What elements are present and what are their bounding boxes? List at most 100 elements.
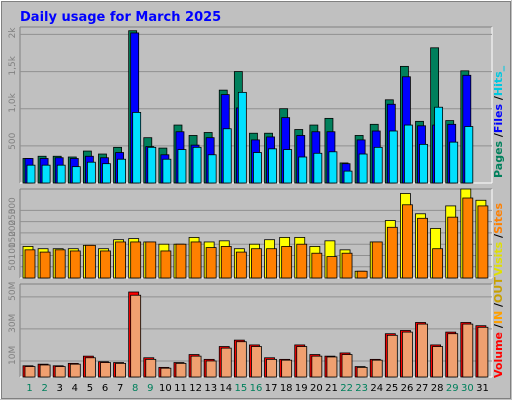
legend-sep1-bot: / bbox=[492, 323, 505, 332]
bar-in-day-15 bbox=[235, 341, 247, 378]
day-label-6: 6 bbox=[102, 383, 108, 394]
bar-hits-day-26 bbox=[404, 124, 413, 184]
bar-in-day-1 bbox=[24, 366, 36, 378]
bar-hits-day-15 bbox=[237, 91, 247, 184]
legend-pages: Pages bbox=[492, 140, 505, 178]
bar-hits-day-25 bbox=[388, 130, 398, 184]
legend-sep1: / bbox=[492, 132, 505, 141]
bar-in-day-21 bbox=[326, 356, 338, 378]
bar-hits-day-12 bbox=[192, 146, 202, 184]
y-tick-label: 30M bbox=[8, 314, 18, 333]
y-tick-label: 100 bbox=[8, 242, 18, 259]
bar-in-day-12 bbox=[190, 355, 202, 378]
bar-hits-day-5 bbox=[86, 161, 96, 184]
bar-sites-day-30 bbox=[462, 197, 474, 279]
bar-in-day-5 bbox=[84, 357, 96, 378]
bar-in-day-14 bbox=[220, 347, 232, 378]
bar-hits-day-20 bbox=[313, 152, 323, 184]
bar-hits-day-19 bbox=[298, 156, 308, 184]
bar-in-day-29 bbox=[447, 333, 459, 378]
day-label-19: 19 bbox=[295, 383, 308, 394]
bar-in-day-13 bbox=[205, 360, 217, 378]
day-label-15: 15 bbox=[235, 383, 248, 394]
bar-in-day-10 bbox=[160, 367, 172, 378]
bar-hits-day-22 bbox=[343, 170, 353, 184]
bar-in-day-26 bbox=[402, 331, 413, 378]
bar-hits-day-3 bbox=[56, 164, 66, 184]
day-label-5: 5 bbox=[87, 383, 93, 394]
day-label-26: 26 bbox=[401, 383, 414, 394]
legend-sep2-bot: / bbox=[492, 302, 505, 311]
y-tick-label: 1,0k bbox=[8, 92, 18, 112]
bar-in-day-4 bbox=[69, 363, 81, 378]
bar-hits-day-17 bbox=[268, 148, 277, 184]
day-label-24: 24 bbox=[370, 383, 383, 394]
bar-hits-day-23 bbox=[358, 153, 368, 184]
chart-border-dark bbox=[1, 1, 511, 399]
legend-top: Pages /Files /Hits_ bbox=[492, 65, 505, 178]
bar-hits-day-29 bbox=[449, 141, 459, 184]
bar-hits-day-13 bbox=[207, 154, 217, 184]
legend-out: OUT bbox=[492, 277, 505, 303]
bar-hits-day-27 bbox=[419, 143, 428, 184]
day-label-9: 9 bbox=[147, 383, 153, 394]
bar-in-day-19 bbox=[296, 346, 308, 378]
y-tick-label: 2k bbox=[8, 27, 18, 39]
bar-in-day-27 bbox=[417, 323, 428, 378]
panel-pages-files-hits: 500 1,0k 1,5k 2k bbox=[8, 26, 493, 184]
bar-hits-day-6 bbox=[102, 163, 111, 184]
day-label-13: 13 bbox=[204, 383, 217, 394]
bar-sites-day-5 bbox=[84, 244, 96, 279]
day-label-18: 18 bbox=[280, 383, 293, 394]
bar-sites-day-21 bbox=[326, 256, 338, 279]
bar-in-day-8 bbox=[130, 294, 142, 378]
bar-hits-day-11 bbox=[177, 149, 187, 184]
day-label-8: 8 bbox=[132, 383, 138, 394]
bar-sites-day-18 bbox=[281, 246, 293, 279]
legend-files: Files bbox=[492, 104, 505, 134]
bar-sites-day-16 bbox=[251, 248, 262, 279]
bar-sites-day-4 bbox=[69, 250, 81, 279]
legend-sites: Sites bbox=[492, 203, 505, 234]
bar-sites-day-27 bbox=[417, 217, 428, 279]
bar-in-day-16 bbox=[251, 346, 262, 378]
bar-in-day-17 bbox=[266, 358, 277, 378]
bar-hits-day-18 bbox=[283, 149, 293, 184]
bar-in-day-7 bbox=[115, 362, 126, 378]
bar-hits-day-21 bbox=[328, 151, 338, 184]
y-tick-label: 500 bbox=[8, 132, 18, 149]
bar-in-day-2 bbox=[39, 364, 51, 378]
bar-in-day-11 bbox=[175, 362, 187, 378]
bar-sites-day-3 bbox=[54, 249, 66, 279]
y-tick-label: 10M bbox=[8, 346, 18, 365]
y-tick-label: 50M bbox=[8, 282, 18, 301]
bar-in-day-9 bbox=[145, 358, 157, 378]
bar-in-day-24 bbox=[371, 359, 383, 378]
day-label-17: 17 bbox=[265, 383, 278, 394]
bar-sites-day-8 bbox=[130, 241, 142, 279]
bar-sites-day-29 bbox=[447, 216, 459, 279]
bar-sites-day-7 bbox=[115, 241, 126, 279]
bar-in-day-25 bbox=[386, 334, 398, 378]
bar-in-day-31 bbox=[477, 326, 489, 378]
bar-sites-day-17 bbox=[266, 248, 277, 279]
bar-sites-day-6 bbox=[100, 250, 111, 279]
bar-hits-day-10 bbox=[162, 158, 172, 184]
bar-sites-day-10 bbox=[160, 250, 172, 279]
chart-title: Daily usage for March 2025 bbox=[20, 10, 221, 25]
bar-in-day-23 bbox=[356, 366, 368, 378]
bar-sites-day-23 bbox=[356, 270, 368, 279]
bar-sites-day-25 bbox=[386, 226, 398, 279]
bar-sites-day-26 bbox=[402, 204, 413, 279]
legend-in: IN bbox=[492, 311, 505, 324]
day-label-10: 10 bbox=[159, 383, 172, 394]
bar-sites-day-1 bbox=[24, 249, 36, 279]
bar-in-day-28 bbox=[432, 346, 444, 378]
day-label-11: 11 bbox=[174, 383, 187, 394]
day-label-23: 23 bbox=[355, 383, 368, 394]
bar-sites-day-12 bbox=[190, 241, 202, 279]
bar-hits-day-2 bbox=[41, 164, 51, 184]
bar-hits-day-4 bbox=[71, 166, 81, 184]
day-label-4: 4 bbox=[72, 383, 78, 394]
